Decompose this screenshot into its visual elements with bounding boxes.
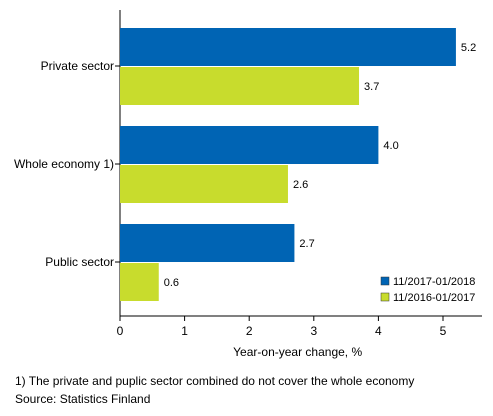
x-tick-label: 1 — [181, 324, 188, 338]
value-label: 0.6 — [164, 277, 179, 289]
legend-swatch — [380, 276, 390, 286]
legend-label: 11/2016-01/2017 — [393, 292, 475, 304]
legend-swatch — [380, 292, 390, 302]
value-label: 2.6 — [293, 179, 308, 191]
chart-labels: 0 1 2 3 4 5 Year-on-year change, % Private sect… — [14, 42, 476, 359]
bar — [120, 263, 159, 301]
chart-bars — [120, 28, 456, 301]
value-label: 5.2 — [461, 42, 476, 54]
x-tick-label: 0 — [117, 324, 124, 338]
x-tick-label: 4 — [375, 324, 382, 338]
category-label: Public sector — [45, 255, 114, 269]
bar — [120, 28, 456, 66]
value-label: 4.0 — [383, 140, 398, 152]
value-label: 3.7 — [364, 81, 379, 93]
bar — [120, 126, 379, 164]
source-note: Source: Statistics Finland — [15, 392, 151, 406]
bar — [120, 224, 295, 262]
x-axis-label: Year-on-year change, % — [233, 345, 362, 359]
value-label: 2.7 — [299, 238, 314, 250]
bar — [120, 67, 360, 105]
legend-label: 11/2017-01/2018 — [393, 276, 475, 288]
x-tick-label: 5 — [440, 324, 447, 338]
bar — [120, 165, 288, 203]
chart-legend: 11/2017-01/2018 11/2016-01/2017 — [380, 276, 475, 304]
x-tick-label: 2 — [246, 324, 253, 338]
x-tick-label: 3 — [310, 324, 317, 338]
category-label: Private sector — [41, 59, 114, 73]
category-label: Whole economy 1) — [14, 157, 114, 171]
footnote: 1) The private and puplic sector combine… — [15, 374, 415, 388]
